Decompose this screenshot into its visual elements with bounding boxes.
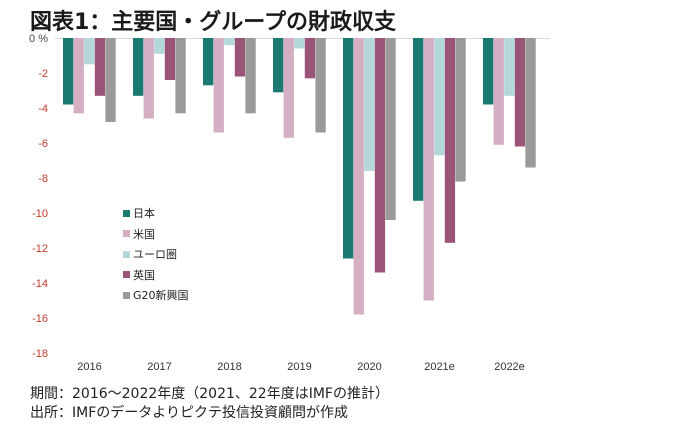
bar-2017-1 [143,38,154,119]
bar-2016-3 [94,38,106,96]
y-tick-label: -18 [32,348,48,360]
x-tick-label: 2020 [357,361,381,373]
y-axis: 0 % -2 -4 -6 -8 -10 -12 -14 -16 -18 [29,33,48,360]
x-tick-label: 2022e [494,361,525,373]
bar-2019-1 [283,38,294,138]
bar-2017-3 [164,38,176,80]
legend-label: G20新興国 [133,289,189,303]
y-tick-label: -2 [38,68,48,80]
bar-2020-1 [353,38,364,315]
x-tick-label: 2018 [217,361,241,373]
bar-2016-2 [84,38,95,65]
bar-2016-1 [73,38,84,114]
legend-swatch-japan [123,209,130,217]
chart-title: 図表1：主要国・グループの財政収支 [30,10,396,35]
bar-2021e-2 [434,38,445,156]
x-tick-label: 2021e [424,361,455,373]
legend-item: 日本 [123,203,189,224]
y-tick-label: -14 [32,278,48,290]
bar-2021e-1 [423,38,434,301]
legend-swatch-uk [123,271,130,279]
bar-2022e-3 [514,38,526,147]
legend-swatch-g20-emerging [123,291,130,299]
legend-item: 米国 [123,224,189,245]
bar-2020-0 [343,38,354,259]
y-tick-label: -8 [38,173,48,185]
bar-2020-2 [364,38,375,171]
period-note: 期間：2016～2022年度（2021、22年度はIMFの推計） [30,386,389,402]
bar-2021e-3 [444,38,456,243]
bar-2017-2 [154,38,165,54]
chart-notes: 期間：2016～2022年度（2021、22年度はIMFの推計） 出所：IMFの… [30,385,389,423]
bar-2019-4 [315,38,326,133]
chart-legend: 日本 米国 ユーロ圏 英国 G20新興国 [123,203,189,306]
bar-2022e-0 [483,38,494,105]
legend-label: 英国 [133,268,155,282]
legend-item: ユーロ圏 [123,244,189,265]
bar-2021e-0 [413,38,424,201]
bar-2020-3 [374,38,386,273]
legend-label: 日本 [133,207,155,221]
bars-layer [63,38,536,315]
bar-2016-0 [63,38,74,105]
y-tick-label: 0 % [29,33,48,45]
bar-2020-4 [385,38,396,220]
bar-2018-3 [234,38,246,77]
y-tick-label: -16 [32,313,48,325]
bar-2019-3 [304,38,316,79]
bar-2019-0 [273,38,284,93]
legend-item: G20新興国 [123,285,189,306]
y-tick-label: -10 [32,208,48,220]
legend-label: 米国 [133,227,155,241]
bar-2022e-2 [504,38,515,96]
bar-2018-0 [203,38,214,86]
legend-label: ユーロ圏 [133,248,177,262]
y-tick-label: -12 [32,243,48,255]
legend-swatch-us [123,230,130,238]
x-tick-label: 2017 [147,361,171,373]
bar-2021e-4 [455,38,466,182]
x-tick-label: 2019 [287,361,311,373]
source-note: 出所：IMFのデータよりピクテ投信投資顧問が作成 [30,405,348,421]
legend-item: 英国 [123,265,189,286]
x-axis: 2016 2017 2018 2019 2020 2021e 2022e [77,361,525,373]
x-tick-label: 2016 [77,361,101,373]
bar-2018-1 [213,38,224,133]
y-tick-label: -6 [38,138,48,150]
y-tick-label: -4 [38,103,48,115]
bar-2017-0 [133,38,144,96]
bar-2018-4 [245,38,256,114]
bar-2022e-1 [493,38,504,145]
bar-2016-4 [105,38,116,122]
bar-2022e-4 [525,38,536,168]
bar-2019-2 [294,38,305,49]
bar-2017-4 [175,38,186,114]
bar-2018-2 [224,38,235,45]
legend-swatch-eurozone [123,250,130,258]
